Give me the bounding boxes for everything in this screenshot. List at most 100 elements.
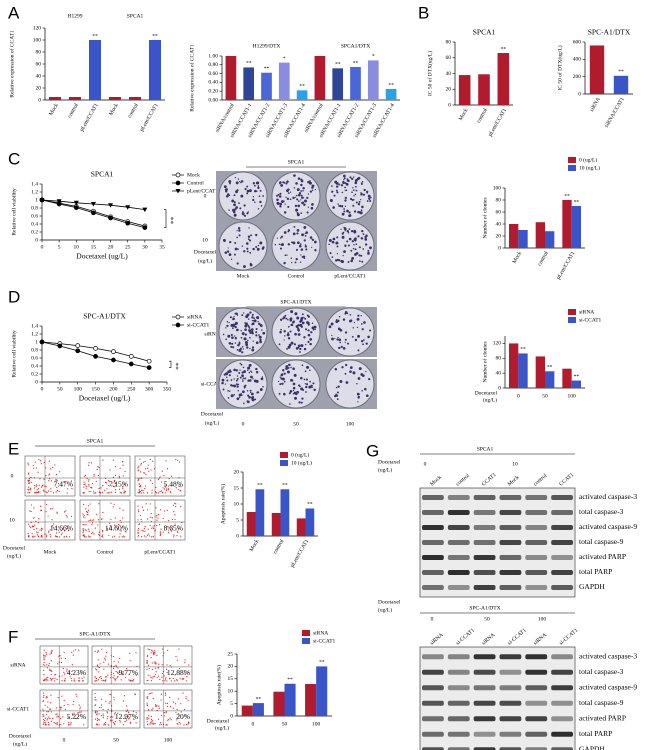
colony [311, 326, 315, 330]
event [27, 481, 30, 483]
colony [247, 324, 249, 327]
event [128, 673, 130, 676]
event [129, 722, 131, 725]
colony [302, 234, 304, 237]
event [123, 483, 126, 485]
event [44, 722, 46, 724]
colony [278, 343, 281, 346]
event [169, 677, 171, 680]
event [143, 527, 145, 530]
event [157, 478, 159, 481]
event [137, 528, 140, 530]
event [185, 715, 187, 717]
colony [252, 196, 255, 198]
event [45, 467, 47, 469]
dose-label: Docetaxel [201, 411, 224, 417]
band [525, 669, 548, 675]
event [155, 663, 157, 665]
event [63, 671, 65, 673]
colony [250, 375, 253, 379]
band [499, 510, 522, 515]
band [551, 555, 573, 560]
significance-bracket [169, 360, 172, 368]
colony [249, 391, 252, 394]
event [34, 484, 36, 487]
event [33, 467, 35, 469]
colony [311, 386, 313, 389]
event [167, 531, 170, 533]
event [165, 486, 167, 488]
colony [344, 196, 347, 199]
event [140, 464, 142, 466]
colony [262, 386, 264, 388]
bar [109, 97, 121, 100]
event [29, 525, 31, 527]
colony [283, 392, 286, 396]
colony [329, 252, 332, 255]
band-label: GAPDH [579, 744, 605, 750]
event [121, 461, 124, 463]
event [48, 663, 50, 665]
event [69, 675, 71, 677]
event [49, 473, 51, 475]
event [47, 706, 49, 708]
band [473, 555, 496, 560]
point [75, 348, 81, 354]
point [39, 339, 45, 345]
colony [361, 374, 365, 377]
colony [254, 398, 257, 401]
y-tick-label: 40 [496, 370, 502, 376]
event [50, 651, 52, 653]
event [58, 531, 60, 533]
event [43, 478, 45, 480]
event [113, 481, 116, 483]
event [117, 661, 119, 663]
event [54, 677, 56, 679]
band-label: total PARP [579, 567, 612, 576]
colony [255, 181, 259, 185]
colony [225, 338, 228, 341]
colony [233, 384, 237, 388]
event [104, 680, 106, 682]
event [154, 491, 157, 493]
bar [305, 684, 317, 716]
bar [305, 508, 315, 536]
colony [353, 238, 357, 242]
colony [349, 313, 352, 316]
event [167, 649, 169, 651]
colony [341, 235, 345, 239]
row-label: siRNA [204, 331, 219, 337]
event [122, 700, 125, 702]
colony [335, 386, 338, 389]
colony [357, 314, 360, 317]
colony [300, 190, 303, 192]
band-label: total caspase-9 [579, 698, 624, 707]
event [164, 484, 166, 486]
colony [274, 243, 277, 246]
event [100, 677, 102, 680]
event [46, 664, 48, 666]
event [64, 678, 66, 680]
event [92, 482, 94, 485]
event [150, 649, 153, 651]
event [64, 680, 66, 682]
event [165, 488, 168, 490]
band [473, 510, 496, 515]
colony [238, 349, 242, 352]
colony [240, 394, 243, 397]
event [80, 672, 82, 674]
event [122, 464, 124, 466]
colony [232, 208, 235, 212]
event [45, 534, 48, 536]
event [164, 680, 166, 682]
colony [300, 316, 304, 320]
band-label: GAPDH [579, 582, 605, 591]
event [57, 526, 59, 528]
colony [248, 363, 252, 367]
event [159, 532, 161, 534]
event [96, 724, 98, 726]
colony [295, 182, 298, 185]
colony [311, 322, 314, 324]
colony [279, 192, 282, 195]
event [122, 724, 124, 726]
